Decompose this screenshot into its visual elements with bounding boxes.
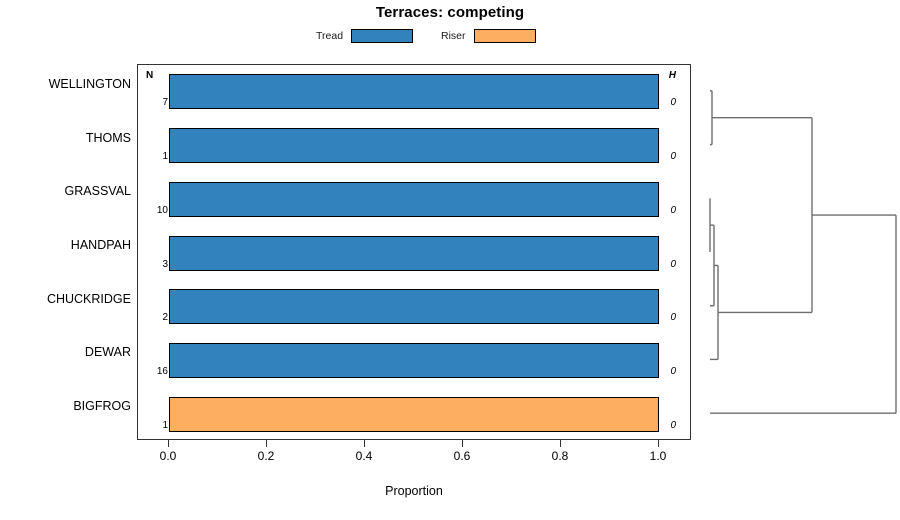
n-value: 16	[156, 365, 168, 377]
bar-segment	[169, 235, 659, 271]
legend-swatch-tread	[351, 29, 414, 43]
bar-row	[138, 181, 692, 217]
legend-label-tread: Tread	[316, 30, 344, 42]
h-value: 0	[670, 97, 676, 109]
legend-swatch-riser	[473, 29, 536, 43]
n-value: 2	[162, 312, 168, 324]
x-tick-mark	[658, 440, 659, 447]
dendrogram-svg	[709, 90, 897, 414]
h-value: 0	[670, 419, 676, 431]
x-tick-label: 0.2	[257, 449, 275, 463]
x-tick-mark	[560, 440, 561, 447]
legend-label-riser: Riser	[441, 30, 466, 42]
bar-segment	[169, 74, 659, 110]
h-value: 0	[670, 204, 676, 216]
y-axis-label: HANDPAH	[70, 238, 131, 252]
dendrogram	[692, 64, 900, 440]
y-axis-label: DEWAR	[84, 345, 131, 360]
x-tick-label: 0.6	[453, 449, 471, 463]
x-tick-mark	[364, 440, 365, 447]
y-axis-label: WELLINGTON	[48, 76, 131, 91]
n-value: 10	[156, 204, 168, 216]
bar-segment	[169, 289, 659, 325]
bar-row	[138, 128, 692, 164]
legend-entry-tread: Tread	[316, 26, 414, 46]
n-value: 7	[162, 97, 168, 109]
y-axis-label: THOMS	[85, 130, 131, 145]
x-tick-label: 0.8	[551, 449, 569, 463]
legend: Tread Riser	[0, 26, 900, 46]
bar-row	[138, 342, 692, 378]
bar-segment	[169, 396, 659, 432]
y-axis-label: GRASSVAL	[64, 184, 131, 199]
h-value: 0	[670, 312, 676, 324]
x-tick-label: 1.0	[649, 449, 667, 463]
bar-row	[138, 396, 692, 432]
n-value: 3	[162, 258, 168, 270]
bar-row	[138, 74, 692, 110]
x-axis: 0.0 0.2 0.4 0.6 0.8 1.0	[137, 440, 691, 480]
x-tick-label: 0.4	[355, 449, 373, 463]
bars-area	[138, 65, 692, 441]
x-tick-label: 0.0	[159, 449, 177, 463]
y-axis-labels: WELLINGTON THOMS GRASSVAL HANDPAH CHUCKRIDGE…	[0, 64, 131, 440]
bar-segment	[169, 128, 659, 164]
bar-row	[138, 289, 692, 325]
n-value: 1	[162, 419, 168, 431]
column-header-h: H	[668, 70, 676, 81]
n-value: 1	[162, 151, 168, 163]
column-header-n: N	[146, 70, 154, 81]
legend-entry-riser: Riser	[441, 26, 536, 46]
bar-row	[138, 235, 692, 271]
h-value: 0	[670, 365, 676, 377]
h-value: 0	[670, 258, 676, 270]
y-axis-label: BIGFROG	[73, 399, 131, 414]
chart-title: Terraces: competing	[375, 4, 525, 21]
x-axis-title: Proportion	[385, 484, 443, 498]
x-tick-mark	[462, 440, 463, 447]
bar-segment	[169, 342, 659, 378]
bar-segment	[169, 181, 659, 217]
x-tick-mark	[168, 440, 169, 447]
h-value: 0	[670, 151, 676, 163]
x-tick-mark	[266, 440, 267, 447]
y-axis-label: CHUCKRIDGE	[46, 291, 131, 306]
plot-panel: N H 7 0 1 0 10 0 3 0 2 0 16 0 1 0	[137, 64, 691, 440]
